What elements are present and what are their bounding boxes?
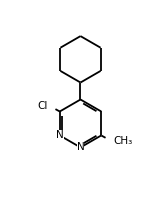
Text: N: N xyxy=(56,130,64,141)
Text: CH₃: CH₃ xyxy=(113,136,133,146)
Text: Cl: Cl xyxy=(37,101,48,111)
Text: N: N xyxy=(77,142,84,152)
